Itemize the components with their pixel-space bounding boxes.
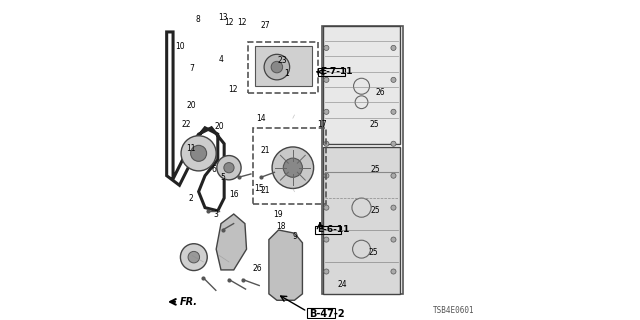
Circle shape [391, 141, 396, 146]
Text: 12: 12 [224, 18, 234, 27]
Text: 15: 15 [254, 184, 264, 193]
Text: 10: 10 [175, 42, 185, 51]
Text: E-6-11: E-6-11 [317, 226, 349, 235]
Circle shape [391, 269, 396, 274]
Text: 22: 22 [182, 120, 191, 129]
Text: 24: 24 [337, 280, 347, 289]
Text: 12: 12 [228, 85, 238, 94]
Text: 8: 8 [196, 15, 200, 24]
Circle shape [271, 61, 283, 73]
Circle shape [272, 147, 314, 188]
Circle shape [391, 45, 396, 51]
Text: B-47-2: B-47-2 [309, 309, 344, 319]
Text: 5: 5 [220, 173, 225, 182]
Polygon shape [269, 230, 303, 300]
Circle shape [324, 109, 329, 114]
Text: 25: 25 [369, 120, 379, 129]
Text: 17: 17 [317, 120, 326, 129]
Text: 12: 12 [237, 18, 246, 27]
Text: 26: 26 [253, 264, 262, 273]
Circle shape [188, 252, 200, 263]
Circle shape [391, 205, 396, 210]
Text: TSB4E0601: TSB4E0601 [433, 306, 475, 315]
Text: 18: 18 [276, 222, 286, 231]
Text: 20: 20 [214, 122, 224, 131]
Polygon shape [255, 46, 312, 86]
Text: 25: 25 [370, 165, 380, 174]
Circle shape [391, 109, 396, 114]
Text: 25: 25 [370, 206, 380, 215]
Circle shape [324, 205, 329, 210]
Text: 6: 6 [211, 165, 216, 174]
Circle shape [391, 77, 396, 83]
Text: 9: 9 [292, 232, 297, 241]
Text: 21: 21 [261, 146, 271, 155]
Text: 14: 14 [256, 114, 266, 123]
Circle shape [284, 158, 303, 177]
Text: 26: 26 [375, 88, 385, 97]
Text: 1: 1 [284, 69, 289, 78]
Text: 25: 25 [369, 248, 378, 257]
Circle shape [191, 145, 207, 161]
Circle shape [224, 163, 234, 173]
Circle shape [180, 244, 207, 271]
Text: E-7-11: E-7-11 [320, 68, 353, 76]
Text: 27: 27 [261, 21, 271, 30]
Polygon shape [216, 214, 246, 270]
Text: FR.: FR. [179, 297, 198, 307]
Text: 7: 7 [189, 64, 194, 73]
Circle shape [391, 237, 396, 242]
Circle shape [324, 45, 329, 51]
Text: 4: 4 [218, 55, 223, 64]
Circle shape [181, 136, 216, 171]
Text: 3: 3 [214, 210, 219, 219]
Circle shape [217, 156, 241, 180]
Circle shape [324, 77, 329, 83]
Text: 20: 20 [187, 101, 196, 110]
Circle shape [324, 237, 329, 242]
Text: 19: 19 [273, 210, 283, 219]
Text: 2: 2 [188, 194, 193, 203]
Text: 16: 16 [229, 190, 239, 199]
Circle shape [324, 173, 329, 178]
Circle shape [264, 54, 290, 80]
Circle shape [324, 269, 329, 274]
Text: 11: 11 [186, 144, 195, 153]
Circle shape [391, 173, 396, 178]
Polygon shape [323, 147, 400, 294]
Text: 21: 21 [261, 186, 271, 195]
Text: 13: 13 [218, 13, 227, 22]
Polygon shape [323, 26, 400, 144]
Circle shape [324, 141, 329, 146]
Text: 23: 23 [278, 56, 287, 65]
